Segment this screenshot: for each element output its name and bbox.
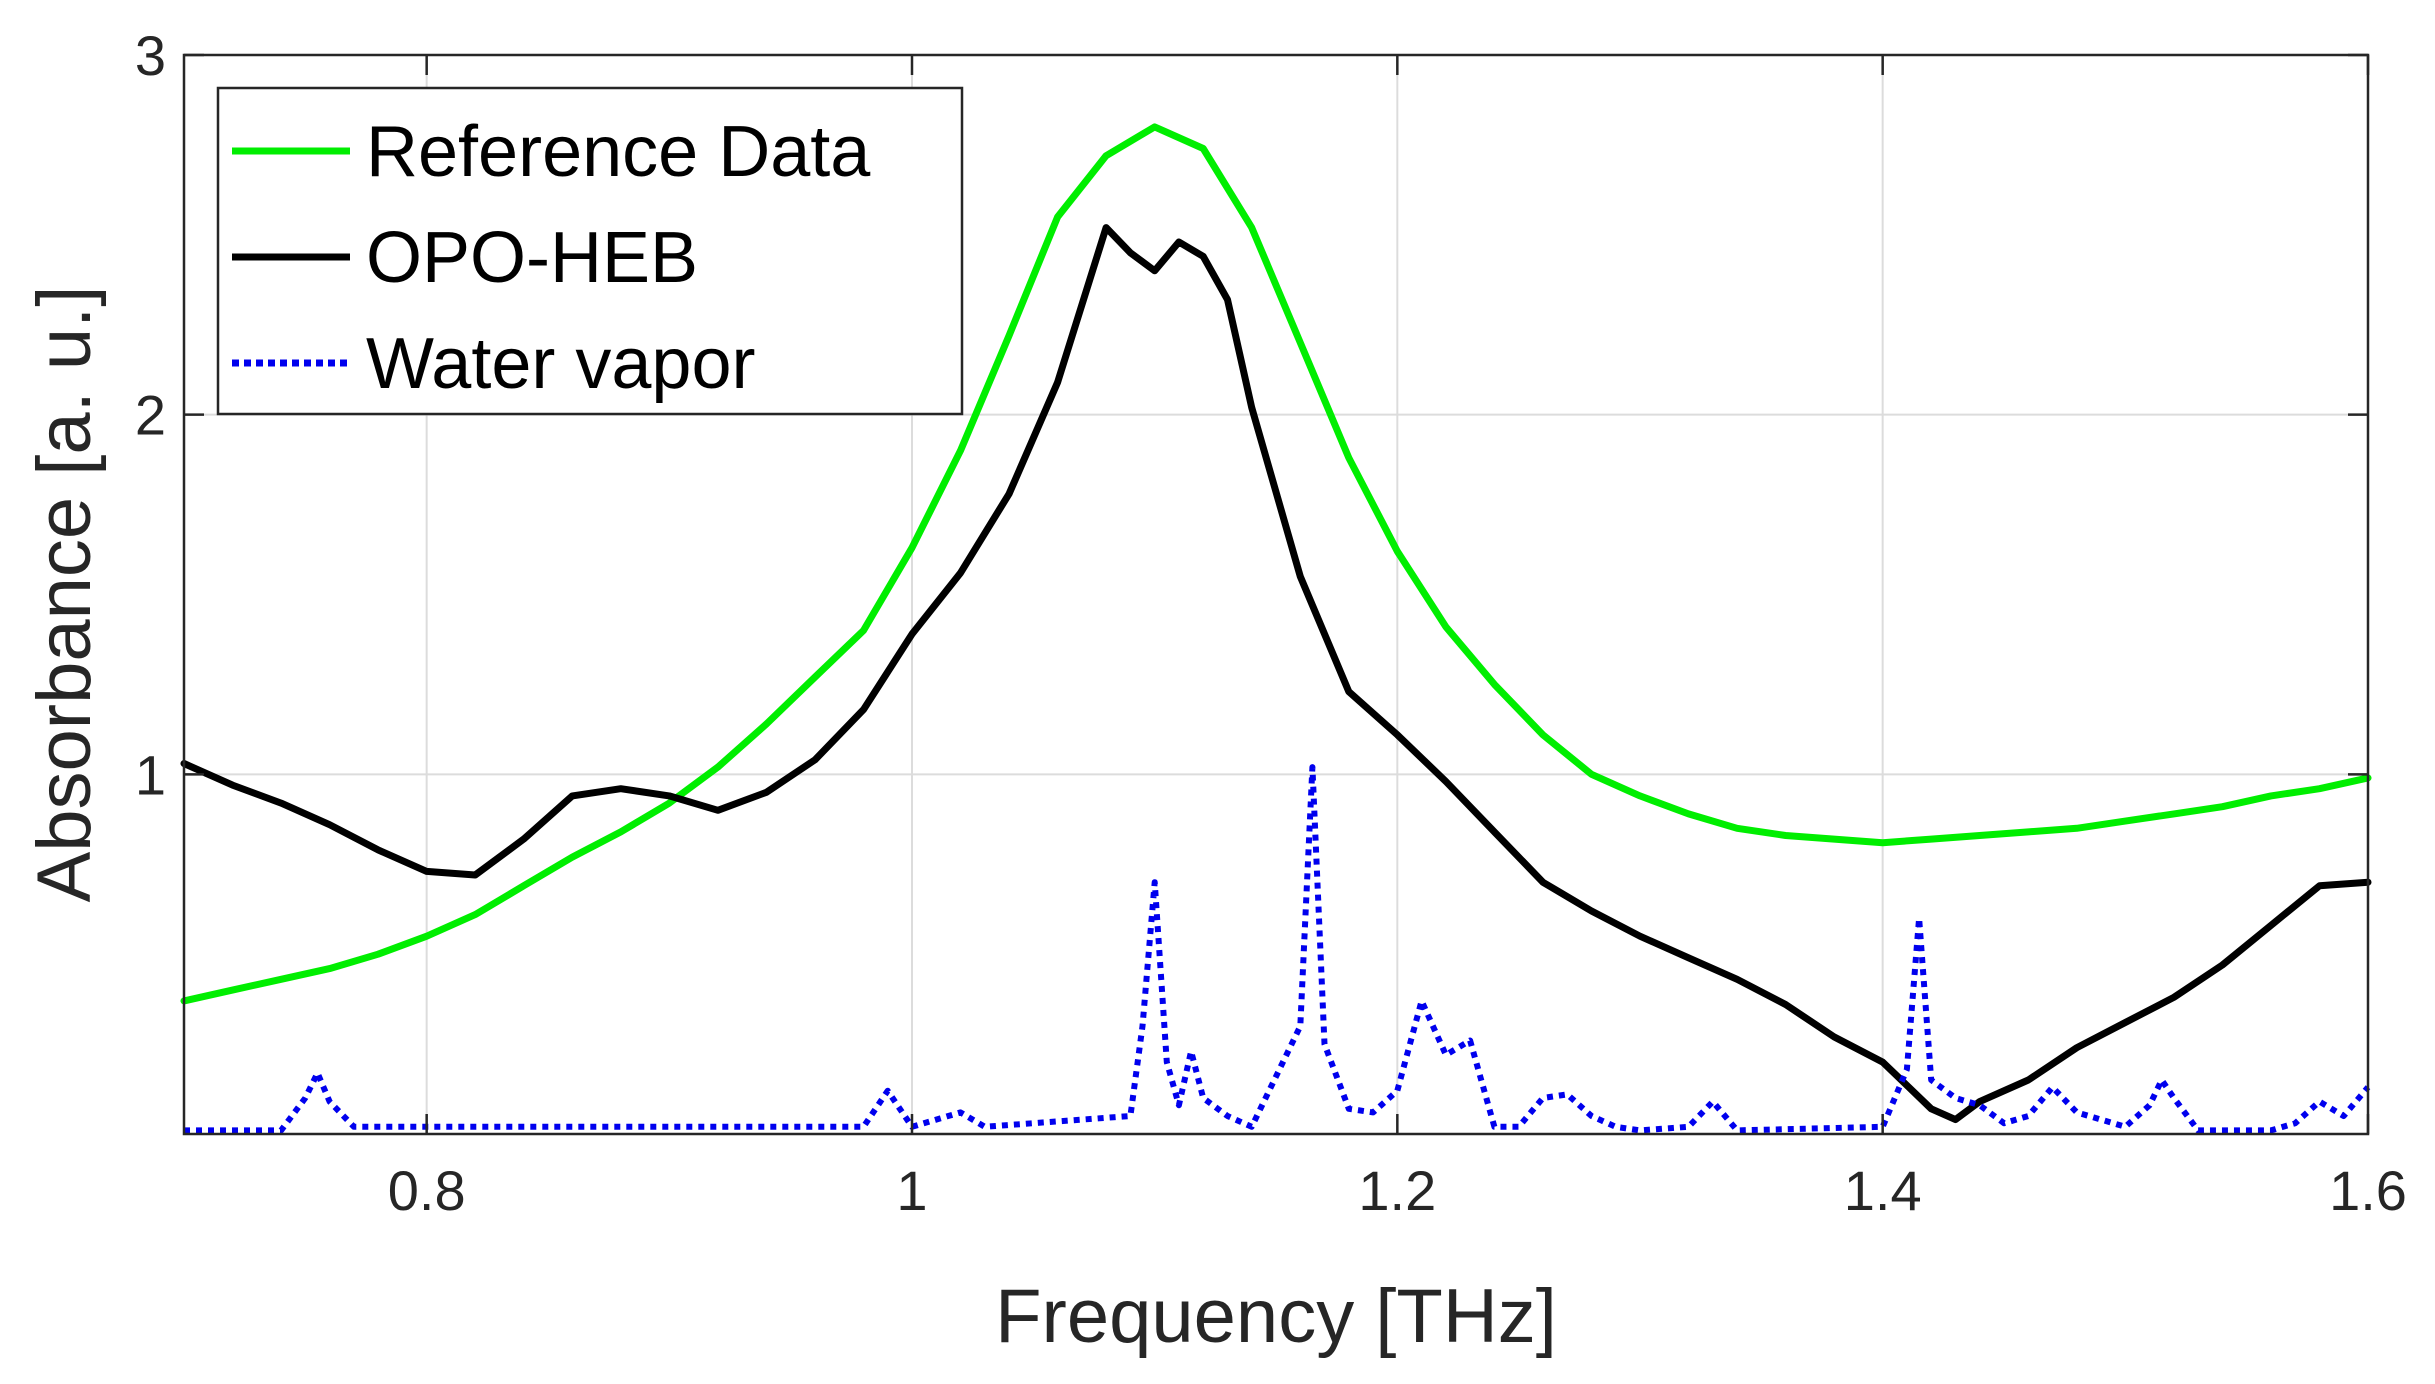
series-line-opo-heb [180,224,2372,1124]
axes-box [182,53,2370,1136]
x-tick-label-4: 1.6 [2329,1159,2407,1222]
x-tick-label-1: 1 [896,1159,927,1222]
legend-label-water: Water vapor [366,324,755,404]
legend-label-opo: OPO-HEB [366,218,698,298]
x-tick-label-3: 1.4 [1844,1159,1922,1222]
legend: Reference Data OPO-HEB Water vapor [216,86,964,416]
y-tick-label-2: 3 [135,24,166,87]
series-line-reference-data [180,123,2372,1005]
x-tick-label-2: 1.2 [1358,1159,1436,1222]
series-line-water-vapor [184,764,2371,1134]
y-tick-label-1: 2 [135,384,166,447]
legend-label-reference: Reference Data [366,112,871,192]
series-layer [180,123,2372,1134]
axes [182,53,2370,1136]
tick-labels: 0.8 1 1.2 1.4 1.6 1 2 3 [135,24,2407,1222]
x-tick-label-0: 0.8 [388,1159,466,1222]
y-axis-label: Absorbance [a. u.] [22,286,107,903]
y-tick-label-0: 1 [135,743,166,806]
x-axis-label: Frequency [THz] [995,1274,1557,1359]
